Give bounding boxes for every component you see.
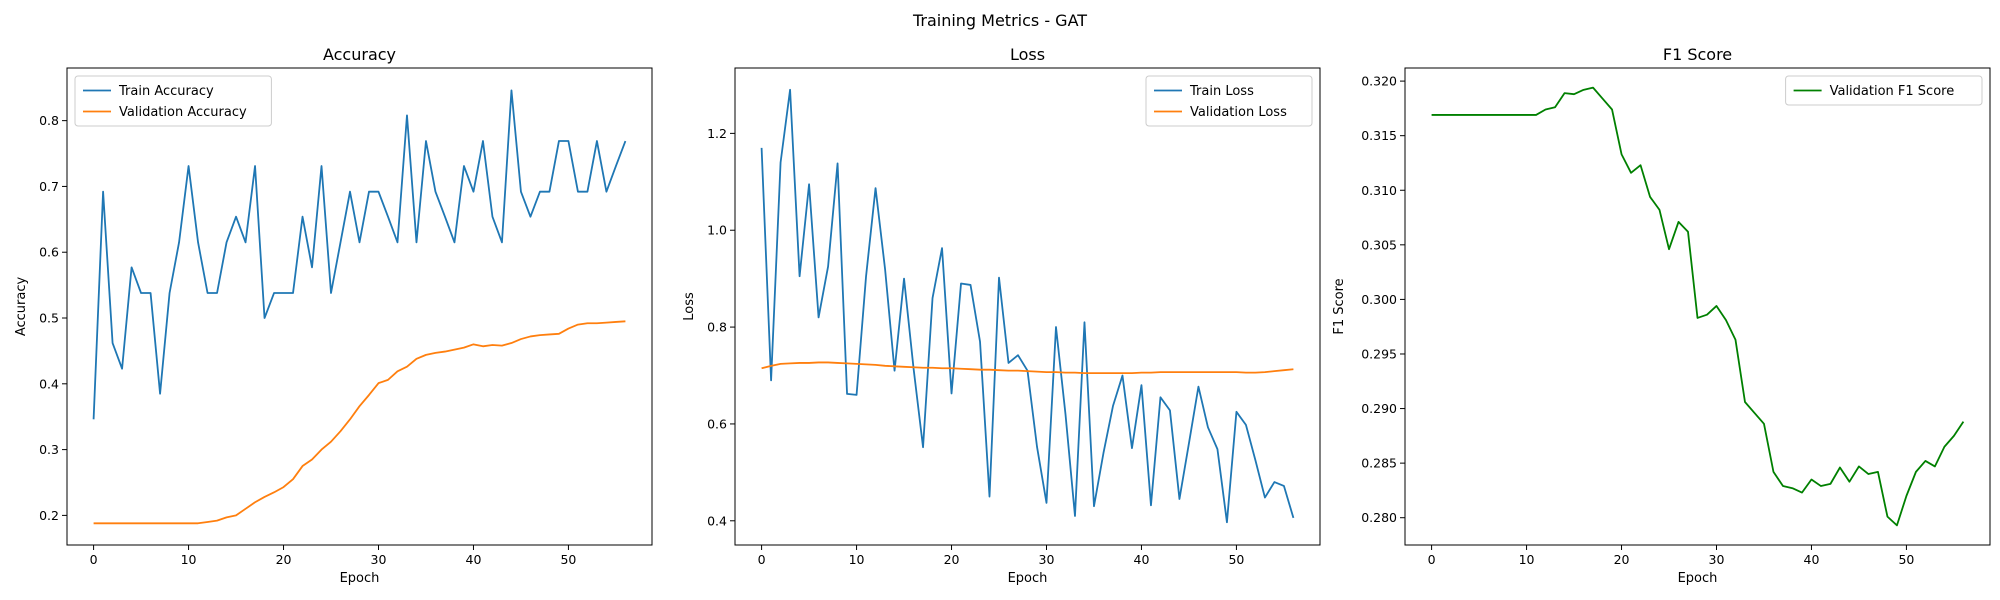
y-axis-label: Accuracy	[14, 277, 29, 337]
y-axis-label: F1 Score	[1332, 278, 1347, 334]
chart-title: F1 Score	[1663, 45, 1732, 64]
y-tick-label: 0.300	[1361, 292, 1397, 307]
y-tick-label: 0.285	[1361, 456, 1397, 471]
x-tick-label: 50	[1898, 552, 1914, 567]
x-tick-label: 0	[90, 552, 98, 567]
chart-panel-1: Accuracy 0 10 20 30 40 50 0.2 0.3 0.4 0.5 0.6 0.7 0.8…	[14, 45, 653, 586]
x-tick-label: 30	[1709, 552, 1725, 567]
y-tick-label: 0.305	[1361, 237, 1397, 252]
y-tick-label: 0.5	[39, 311, 59, 326]
x-tick-label: 10	[1519, 552, 1535, 567]
legend: Train Loss Validation Loss	[1145, 75, 1313, 127]
x-tick-label: 40	[466, 552, 482, 567]
legend-label: Train Accuracy	[118, 84, 214, 99]
y-tick-label: 0.6	[39, 245, 59, 260]
series-line-validation-loss	[761, 361, 1294, 374]
x-tick-label: 20	[944, 552, 960, 567]
legend-box	[1145, 75, 1313, 127]
y-tick-label: 0.280	[1361, 510, 1397, 525]
y-tick-label: 0.4	[39, 376, 59, 391]
chart-panel-3: F1 Score 0 10 20 30 40 50 0.280 0.285 0.290 0.295 0…	[1332, 45, 1991, 586]
y-tick-label: 0.7	[39, 179, 59, 194]
x-tick-label: 50	[1228, 552, 1244, 567]
x-axis-label: Epoch	[340, 571, 380, 586]
series-line-validation-accuracy	[93, 320, 626, 525]
plot-frame	[1404, 67, 1991, 546]
legend: Validation F1 Score	[1785, 75, 1983, 106]
figure-suptitle: Training Metrics - GAT	[912, 11, 1087, 30]
legend-label: Validation Loss	[1190, 105, 1287, 120]
x-tick-label: 30	[1039, 552, 1055, 567]
chart-title: Accuracy	[323, 45, 396, 64]
y-tick-label: 1.0	[707, 223, 727, 238]
plot-frame	[66, 67, 653, 546]
legend-box	[1785, 75, 1983, 106]
x-tick-label: 0	[1428, 552, 1436, 567]
y-tick-label: 0.2	[39, 508, 59, 523]
x-tick-label: 10	[849, 552, 865, 567]
chart-panel-2: Loss 0 10 20 30 40 50 0.4 0.6 0.8 1.0 1.2 Epoch Loss T…	[682, 45, 1321, 586]
x-tick-label: 0	[758, 552, 766, 567]
x-tick-label: 20	[1614, 552, 1630, 567]
y-axis-label: Loss	[682, 292, 697, 321]
legend-label: Train Loss	[1189, 84, 1254, 99]
x-tick-label: 40	[1134, 552, 1150, 567]
y-tick-label: 0.8	[39, 113, 59, 128]
y-tick-label: 1.2	[707, 126, 727, 141]
plot-frame	[734, 67, 1321, 546]
series-line-validation-f1-score	[1431, 86, 1965, 527]
series-line-train-accuracy	[92, 89, 627, 420]
y-tick-label: 0.3	[39, 442, 59, 457]
y-tick-label: 0.8	[707, 320, 727, 335]
x-tick-label: 30	[371, 552, 387, 567]
x-tick-label: 20	[276, 552, 292, 567]
legend-label: Validation Accuracy	[119, 105, 247, 120]
x-tick-label: 40	[1804, 552, 1820, 567]
legend: Train Accuracy Validation Accuracy	[74, 75, 272, 127]
y-tick-label: 0.4	[707, 513, 727, 528]
x-axis-label: Epoch	[1008, 571, 1048, 586]
y-tick-label: 0.295	[1361, 346, 1397, 361]
x-tick-label: 50	[560, 552, 576, 567]
chart-title: Loss	[1010, 45, 1045, 64]
chart-panels: Accuracy 0 10 20 30 40 50 0.2 0.3 0.4 0.5 0.6 0.7 0.8…	[14, 45, 1991, 586]
y-tick-label: 0.315	[1361, 128, 1397, 143]
legend-label: Validation F1 Score	[1830, 84, 1955, 99]
x-tick-label: 10	[181, 552, 197, 567]
y-tick-label: 0.310	[1361, 183, 1397, 198]
y-tick-label: 0.6	[707, 416, 727, 431]
y-tick-label: 0.290	[1361, 401, 1397, 416]
y-tick-label: 0.320	[1361, 74, 1397, 89]
x-axis-label: Epoch	[1678, 571, 1718, 586]
legend-box	[74, 75, 272, 127]
